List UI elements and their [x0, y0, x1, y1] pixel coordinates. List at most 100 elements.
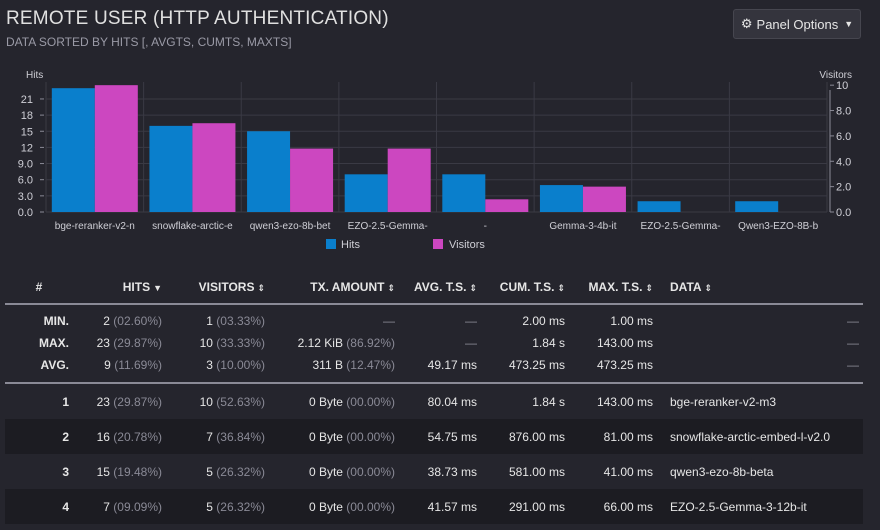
table-header-row: # HITS ▼ VISITORS ⇕ TX. AMOUNT ⇕ AVG. T.S. ⇕…: [5, 271, 863, 304]
visitors-cell: 7 (36.84%): [166, 419, 269, 454]
tx-amount-cell: —: [383, 314, 395, 328]
sort-icon: ⇕: [257, 283, 265, 293]
chart-axes: 0.0 3.0 6.0 9.0 12 15 18 21 0.0 2.0 4.0 6.0 8.0 10 Hit…: [18, 70, 852, 232]
aggregate-label: AVG.: [40, 358, 69, 372]
visitors-cell: 1 (03.33%): [206, 314, 265, 328]
data-cell: qwen3-ezo-8b-beta: [670, 464, 774, 479]
bar-visitors: [94, 85, 138, 212]
bar-visitors: [582, 186, 626, 212]
data-cell: —: [847, 336, 859, 350]
legend-label-hits: Hits: [341, 239, 360, 251]
table-row[interactable]: 1 23 (29.87%) 10 (52.63%) 0 Byte (00.00%) 80…: [5, 383, 863, 419]
bar-hits: [344, 174, 388, 212]
legend-swatch-hits: [326, 239, 336, 249]
sort-icon: ⇕: [387, 283, 395, 293]
tx-amount-cell: 0 Byte (00.00%): [308, 394, 395, 409]
legend-swatch-visitors: [433, 239, 443, 249]
right-tick-label: 10: [836, 80, 848, 92]
data-cell: —: [847, 314, 859, 328]
tx-amount-cell: 0 Byte (00.00%): [308, 464, 395, 479]
right-tick-label: 4.0: [836, 156, 851, 168]
x-tick-label: snowflake-arctic-e: [152, 221, 233, 232]
gear-icon: ⚙: [740, 16, 753, 31]
bar-hits: [735, 201, 779, 212]
row-index: 2: [5, 419, 73, 454]
col-visitors-header[interactable]: VISITORS ⇕: [198, 280, 265, 294]
x-tick-label: qwen3-ezo-8b-bet: [250, 221, 331, 232]
max-ts-cell: 41.00 ms: [603, 464, 653, 479]
max-ts-cell: 143.00 ms: [596, 394, 653, 409]
visitors-cell: 10 (33.33%): [199, 336, 265, 350]
avg-ts-cell: 38.73 ms: [427, 464, 477, 479]
avg-ts-cell: 49.17 ms: [427, 358, 477, 372]
avg-ts-cell: —: [465, 336, 477, 350]
visitors-cell: 5 (26.32%): [206, 464, 265, 479]
x-tick-label: Qwen3-EZO-8B-b: [738, 221, 818, 232]
cum-ts-cell: 2.00 ms: [522, 314, 565, 328]
chart-legend: Hits Visitors: [326, 239, 485, 251]
data-cell: —: [847, 358, 859, 372]
col-cum-ts-header[interactable]: CUM. T.S. ⇕: [499, 280, 565, 294]
bar-visitors: [192, 123, 236, 212]
row-index: 1: [62, 394, 69, 409]
left-axis-label: Hits: [26, 70, 43, 81]
col-data-header[interactable]: DATA ⇕: [670, 280, 713, 294]
left-tick-label: 12: [21, 142, 33, 154]
hits-cell: 23 (29.87%): [96, 394, 162, 409]
cum-ts-cell: 876.00 ms: [481, 419, 569, 454]
avg-ts-cell: 41.57 ms: [399, 489, 481, 524]
sort-icon: ⇕: [645, 283, 653, 293]
hits-cell: 15 (19.48%): [96, 464, 162, 479]
bar-hits: [51, 88, 95, 212]
max-ts-cell: 81.00 ms: [569, 419, 657, 454]
visitors-cell: 3 (10.00%): [206, 358, 265, 372]
visitors-cell: 10 (52.63%): [199, 394, 265, 409]
right-tick-label: 2.0: [836, 182, 851, 194]
legend-label-visitors: Visitors: [449, 239, 485, 251]
cum-ts-cell: 473.25 ms: [508, 358, 565, 372]
col-tx-amount-header[interactable]: TX. AMOUNT ⇕: [310, 280, 395, 294]
aggregate-row: AVG. 9 (11.69%) 3 (10.00%) 311 B (12.47%) 49…: [5, 354, 863, 383]
data-cell: EZO-2.5-Gemma-3-12b-it: [657, 489, 863, 524]
x-tick-label: Gemma-3-4b-it: [549, 221, 616, 232]
cum-ts-cell: 581.00 ms: [508, 464, 565, 479]
col-hits-header[interactable]: HITS ▼: [122, 280, 162, 294]
max-ts-cell: 473.25 ms: [596, 358, 653, 372]
x-tick-label: EZO-2.5-Gemma-: [348, 221, 428, 232]
table-row[interactable]: 3 15 (19.48%) 5 (26.32%) 0 Byte (00.00%) 38.…: [5, 454, 863, 489]
bar-hits: [442, 174, 486, 212]
bar-hits: [247, 131, 291, 212]
panel-options-label: Panel Options: [756, 16, 839, 32]
left-tick-label: 15: [21, 126, 33, 138]
aggregate-label: MAX.: [39, 336, 69, 350]
max-ts-cell: 66.00 ms: [569, 489, 657, 524]
tx-amount-cell: 311 B (12.47%): [312, 358, 396, 372]
table-row[interactable]: 2 16 (20.78%) 7 (36.84%) 0 Byte (00.00%) 54.…: [5, 419, 863, 454]
stats-table: # HITS ▼ VISITORS ⇕ TX. AMOUNT ⇕ AVG. T.S. ⇕…: [5, 271, 863, 524]
data-cell: bge-reranker-v2-m3: [670, 394, 777, 409]
bar-visitors: [387, 148, 431, 212]
avg-ts-cell: 54.75 ms: [399, 419, 481, 454]
tx-amount-cell: 0 Byte (00.00%): [269, 489, 399, 524]
aggregate-row: MIN. 2 (02.60%) 1 (03.33%) — — 2.00 ms 1.00 ms…: [5, 304, 863, 332]
avg-ts-cell: 80.04 ms: [427, 394, 477, 409]
cum-ts-cell: 1.84 s: [532, 336, 565, 350]
caret-down-icon: ▼: [844, 19, 854, 29]
bar-visitors: [485, 199, 529, 212]
max-ts-cell: 1.00 ms: [610, 314, 653, 328]
col-avg-ts-header[interactable]: AVG. T.S. ⇕: [414, 280, 477, 294]
hits-cell: 9 (11.69%): [104, 358, 162, 372]
hits-visitors-bar-chart: 0.0 3.0 6.0 9.0 12 15 18 21 0.0 2.0 4.0 6.0 8.0 10 Hit…: [18, 70, 852, 251]
max-ts-cell: 143.00 ms: [596, 336, 653, 350]
right-tick-label: 6.0: [836, 131, 851, 143]
right-tick-label: 0.0: [836, 207, 851, 219]
hits-cell: 2 (02.60%): [103, 314, 162, 328]
right-tick-label: 8.0: [836, 106, 851, 118]
panel-options-button[interactable]: ⚙ Panel Options ▼: [733, 9, 861, 39]
bar-hits: [637, 201, 681, 212]
sort-icon: ⇕: [469, 283, 477, 293]
x-tick-label: -: [484, 221, 487, 232]
col-max-ts-header[interactable]: MAX. T.S. ⇕: [588, 280, 653, 294]
left-tick-label: 0.0: [18, 207, 33, 219]
